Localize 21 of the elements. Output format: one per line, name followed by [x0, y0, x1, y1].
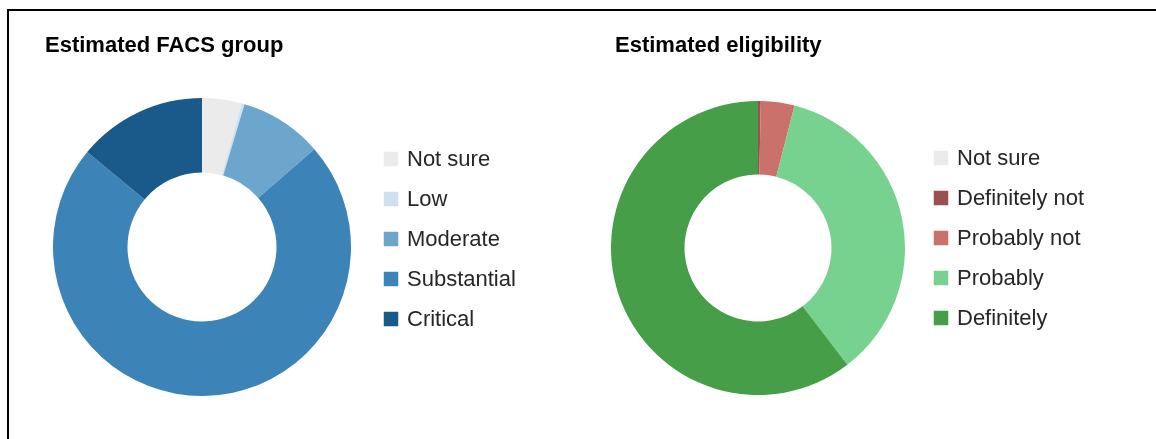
donut-slice [221, 103, 245, 176]
donut-slice [202, 98, 242, 176]
chart-title: Estimated eligibility [615, 32, 823, 57]
legend-label: Definitely not [957, 185, 1085, 210]
legend-label: Substantial [407, 266, 516, 291]
chart-title: Estimated FACS group [45, 32, 284, 57]
donut-slice [776, 105, 905, 365]
donut-slice [53, 149, 351, 396]
legend-label: Probably not [957, 225, 1081, 250]
legend-label: Critical [407, 306, 475, 331]
donut-slice [758, 101, 761, 175]
legend-label: Low [407, 186, 448, 211]
legend-label: Not sure [407, 146, 491, 171]
legend-label: Not sure [957, 145, 1041, 170]
legend-label: Definitely [957, 305, 1048, 330]
donut-slice [759, 101, 795, 177]
donut-slice [87, 98, 202, 200]
donut-slice [611, 101, 848, 395]
donut-slice [223, 104, 315, 199]
legend-label: Moderate [407, 226, 500, 251]
legend-label: Probably [957, 265, 1044, 290]
